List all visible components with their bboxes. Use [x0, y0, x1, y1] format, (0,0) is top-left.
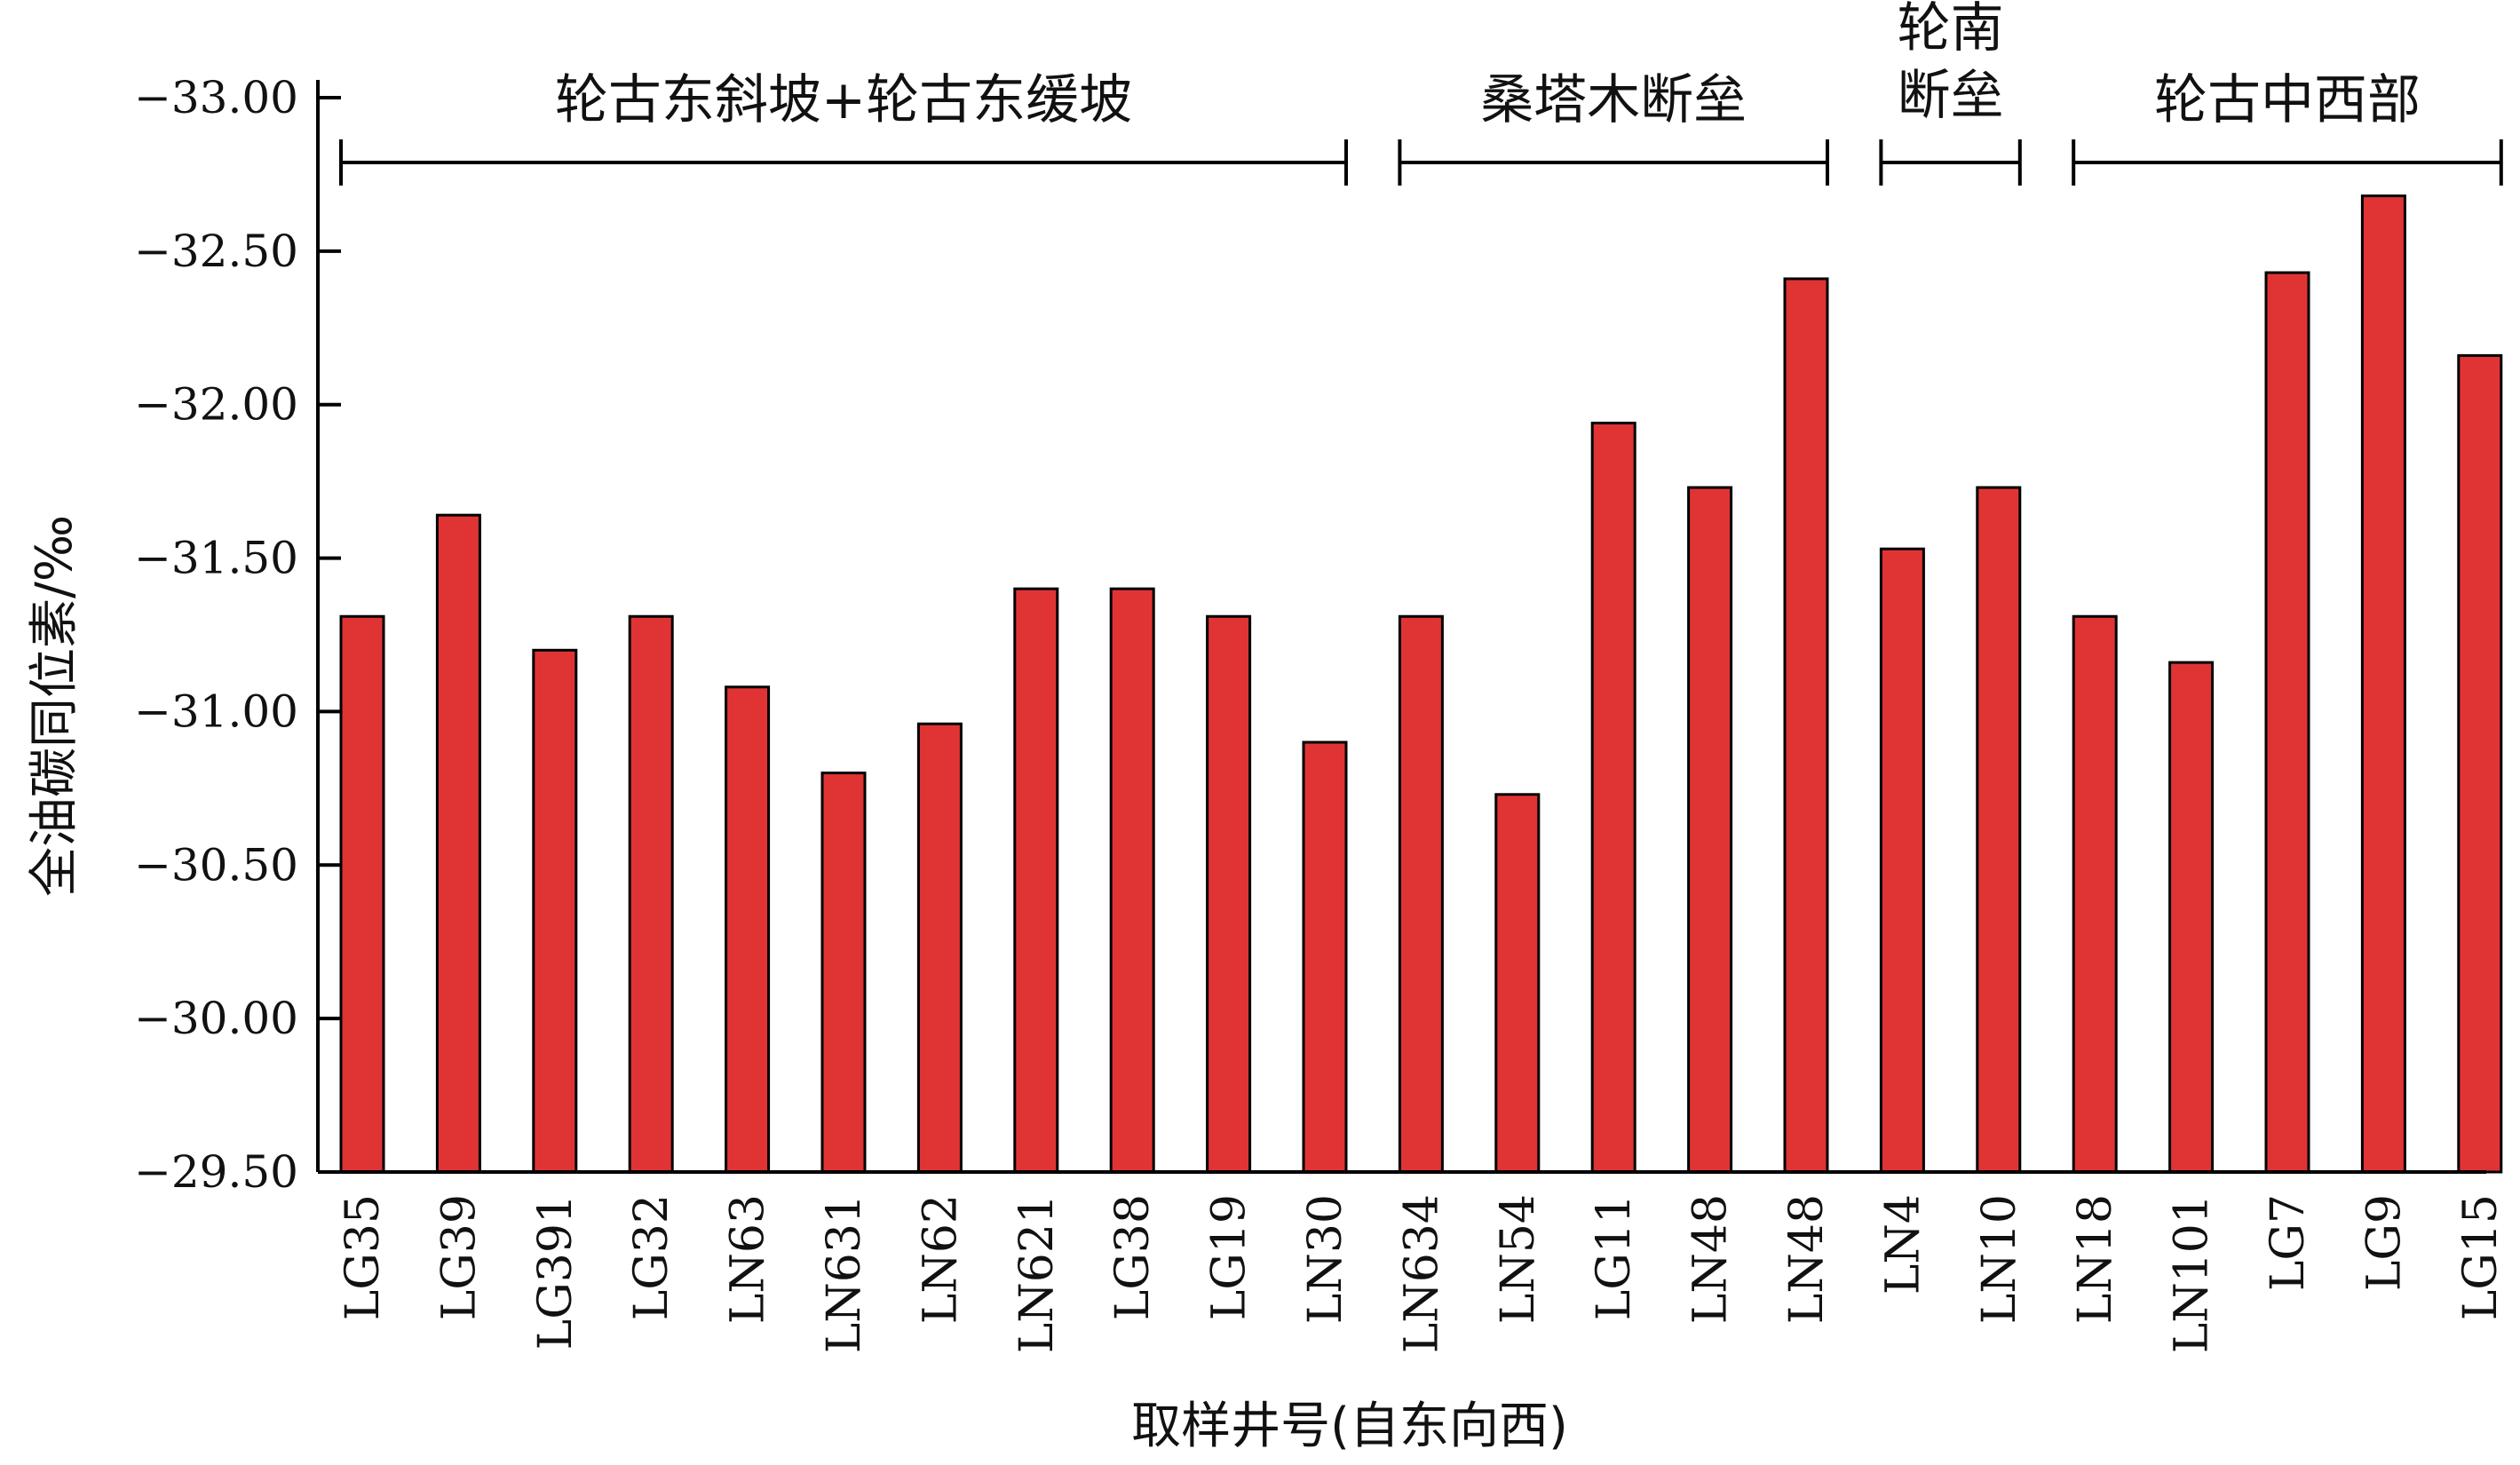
y-tick-label: −31.00 [134, 685, 298, 737]
x-tick-label: LN101 [2166, 1194, 2219, 1353]
bar-lg11-13 [1590, 421, 1636, 1174]
group-label: 轮南 [1898, 0, 2004, 59]
bar-ln621-7 [1013, 587, 1059, 1174]
x-tick-label: LG39 [432, 1194, 486, 1320]
y-tick-label: −32.00 [134, 379, 298, 431]
bar-ln63-4 [725, 685, 771, 1174]
group-label: 桑塔木断垒 [1480, 69, 1747, 131]
x-tick-label: LN30 [1299, 1194, 1352, 1324]
bar-lg391-2 [532, 648, 578, 1174]
category-labels: LG35 LG39 LG391 LG32 LN63 LN631 LN62 LN621 LG38 L… [337, 1194, 2508, 1353]
y-axis: −33.00 −32.50 −32.00 −31.50 −31.00 −30.50 −30.… [134, 72, 2486, 1198]
x-tick-label: LG19 [1203, 1194, 1256, 1320]
bar-lg38-8 [1109, 587, 1155, 1174]
x-tick-label: LN621 [1010, 1194, 1064, 1353]
x-tick-label: LG15 [2454, 1194, 2508, 1320]
group-label: 轮古中西部 [2154, 69, 2421, 131]
x-axis-title: 取样井号(自东向西) [1131, 1398, 1568, 1455]
group-label: 轮古东斜坡+轮古东缓坡 [555, 69, 1132, 131]
x-tick-label: LN10 [1973, 1194, 2026, 1324]
x-tick-label: LG32 [625, 1194, 678, 1320]
x-tick-label: LN63 [722, 1194, 775, 1324]
bar-ln18-18 [2072, 614, 2118, 1174]
x-tick-label: LG35 [337, 1194, 390, 1320]
y-tick-label: −30.50 [134, 839, 298, 891]
x-tick-label: LG38 [1106, 1194, 1160, 1320]
bar-lg19-9 [1206, 614, 1252, 1174]
x-tick-label: LN48 [1684, 1194, 1738, 1324]
y-tick-label: −32.50 [134, 226, 298, 277]
y-tick-label: −31.50 [134, 533, 298, 584]
x-tick-label: LN62 [914, 1194, 967, 1324]
x-tick-label: LG11 [1588, 1194, 1641, 1320]
bar-ln631-5 [820, 772, 867, 1174]
x-tick-label: LN634 [1395, 1194, 1448, 1353]
x-tick-label: LG7 [2262, 1194, 2315, 1291]
bar-ln101-19 [2168, 661, 2215, 1174]
y-tick-label: −29.50 [134, 1146, 298, 1198]
y-tick-label: −33.00 [134, 72, 298, 123]
bar-ln48-15 [1783, 277, 1829, 1174]
x-tick-label: LN48 [1780, 1194, 1834, 1324]
bar-lg39-1 [435, 513, 481, 1174]
bar-lg9-21 [2360, 194, 2406, 1174]
group-bracket-1: 桑塔木断垒 [1398, 69, 1829, 186]
bar-ln4-16 [1879, 547, 1925, 1174]
x-tick-label: LG391 [529, 1194, 582, 1350]
x-tick-label: LG9 [2358, 1194, 2411, 1291]
bar-lg35-0 [339, 614, 385, 1174]
bar-ln10-17 [1976, 486, 2022, 1174]
bar-ln54-12 [1494, 793, 1541, 1174]
bar-lg15-22 [2457, 353, 2503, 1174]
x-tick-label: LN18 [2069, 1194, 2122, 1324]
x-tick-label: LN631 [818, 1194, 871, 1353]
bar-ln634-11 [1398, 614, 1444, 1174]
group-bracket-3: 轮古中西部 [2072, 69, 2503, 186]
x-tick-label: LN54 [1492, 1194, 1545, 1324]
bar-ln48-14 [1687, 486, 1733, 1174]
group-label-line2: 断垒 [1898, 65, 2004, 127]
bar-lg32-3 [628, 614, 674, 1174]
group-bracket-0: 轮古东斜坡+轮古东缓坡 [339, 69, 1348, 186]
bar-ln62-6 [916, 722, 963, 1174]
x-tick-label: LN4 [1876, 1194, 1930, 1295]
bar-ln30-10 [1302, 740, 1348, 1174]
bars-layer [339, 194, 2503, 1174]
y-axis-title: 全油碳同位素/‰ [26, 515, 83, 897]
y-tick-label: −30.00 [134, 993, 298, 1044]
bar-lg7-20 [2264, 271, 2310, 1174]
